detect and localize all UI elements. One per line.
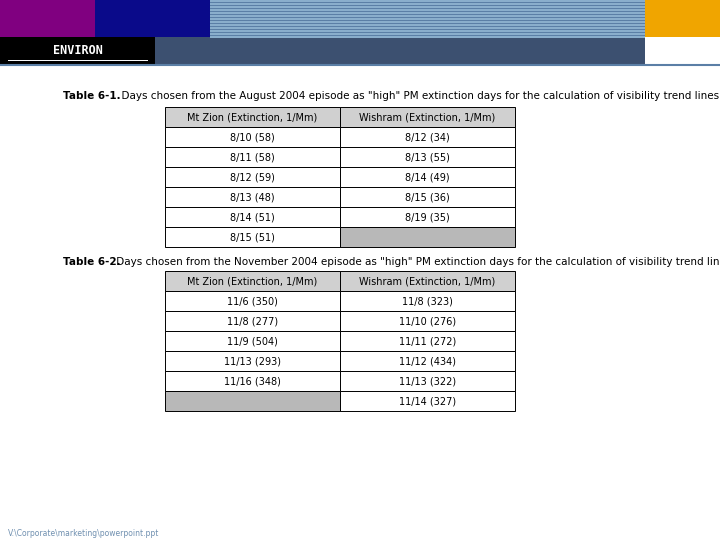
- Bar: [340, 207, 515, 227]
- Text: 8/11 (58): 8/11 (58): [230, 152, 275, 162]
- Text: Mt Zion (Extinction, 1/Mm): Mt Zion (Extinction, 1/Mm): [187, 112, 318, 122]
- Bar: [210, 9, 645, 11]
- Bar: [210, 24, 645, 26]
- Bar: [165, 331, 340, 351]
- Text: Days chosen from the November 2004 episode as "high" PM extinction days for the : Days chosen from the November 2004 episo…: [113, 257, 720, 267]
- Text: 11/13 (293): 11/13 (293): [224, 356, 281, 366]
- Bar: [210, 30, 645, 32]
- Bar: [340, 311, 515, 331]
- Bar: [165, 351, 340, 371]
- Bar: [165, 147, 340, 167]
- Text: Wishram (Extinction, 1/Mm): Wishram (Extinction, 1/Mm): [359, 112, 495, 122]
- Bar: [340, 167, 515, 187]
- Bar: [165, 371, 340, 391]
- Text: 11/9 (504): 11/9 (504): [227, 336, 278, 346]
- Bar: [340, 331, 515, 351]
- Bar: [340, 127, 515, 147]
- Text: 11/12 (434): 11/12 (434): [399, 356, 456, 366]
- Bar: [340, 147, 515, 167]
- Text: 11/8 (323): 11/8 (323): [402, 296, 453, 306]
- Bar: [165, 187, 340, 207]
- Text: 11/11 (272): 11/11 (272): [399, 336, 456, 346]
- Bar: [210, 3, 645, 5]
- Text: 8/15 (36): 8/15 (36): [405, 192, 450, 202]
- Bar: [0, 37, 155, 65]
- Text: 8/12 (59): 8/12 (59): [230, 172, 275, 182]
- Bar: [165, 291, 340, 311]
- Bar: [165, 107, 340, 127]
- Text: V:\Corporate\marketing\powerpoint.ppt: V:\Corporate\marketing\powerpoint.ppt: [8, 530, 159, 538]
- Text: Mt Zion (Extinction, 1/Mm): Mt Zion (Extinction, 1/Mm): [187, 276, 318, 286]
- Bar: [340, 187, 515, 207]
- Bar: [165, 227, 340, 247]
- Bar: [340, 271, 515, 291]
- Text: 11/10 (276): 11/10 (276): [399, 316, 456, 326]
- Bar: [165, 207, 340, 227]
- Bar: [210, 18, 645, 20]
- Text: 11/13 (322): 11/13 (322): [399, 376, 456, 386]
- Bar: [210, 27, 645, 29]
- Text: Days chosen from the August 2004 episode as "high" PM extinction days for the ca: Days chosen from the August 2004 episode…: [115, 91, 720, 101]
- Bar: [210, 15, 645, 17]
- Bar: [210, 36, 645, 38]
- Bar: [0, 37, 645, 65]
- Text: 8/14 (51): 8/14 (51): [230, 212, 275, 222]
- Text: 8/12 (34): 8/12 (34): [405, 132, 450, 142]
- Text: Wishram (Extinction, 1/Mm): Wishram (Extinction, 1/Mm): [359, 276, 495, 286]
- Bar: [340, 227, 515, 247]
- Bar: [210, 0, 645, 37]
- Text: Table 6-1.: Table 6-1.: [63, 91, 121, 101]
- Bar: [340, 351, 515, 371]
- Text: 8/15 (51): 8/15 (51): [230, 232, 275, 242]
- Bar: [340, 107, 515, 127]
- Bar: [340, 371, 515, 391]
- Bar: [210, 33, 645, 35]
- Bar: [210, 0, 645, 2]
- Bar: [165, 311, 340, 331]
- Text: 8/14 (49): 8/14 (49): [405, 172, 450, 182]
- Bar: [210, 21, 645, 23]
- Bar: [95, 0, 210, 37]
- Bar: [210, 6, 645, 8]
- Text: ENVIRON: ENVIRON: [53, 44, 102, 57]
- Bar: [340, 391, 515, 411]
- Text: 11/16 (348): 11/16 (348): [224, 376, 281, 386]
- Text: 11/6 (350): 11/6 (350): [227, 296, 278, 306]
- Bar: [165, 167, 340, 187]
- Bar: [0, 0, 95, 37]
- Text: Table 6-2.: Table 6-2.: [63, 257, 121, 267]
- Text: 11/8 (277): 11/8 (277): [227, 316, 278, 326]
- Text: 8/19 (35): 8/19 (35): [405, 212, 450, 222]
- Text: 8/13 (55): 8/13 (55): [405, 152, 450, 162]
- Bar: [165, 271, 340, 291]
- Bar: [210, 12, 645, 14]
- Bar: [340, 291, 515, 311]
- Bar: [165, 391, 340, 411]
- Text: 11/14 (327): 11/14 (327): [399, 396, 456, 406]
- Text: 8/10 (58): 8/10 (58): [230, 132, 275, 142]
- Bar: [165, 127, 340, 147]
- Bar: [645, 0, 720, 37]
- Text: 8/13 (48): 8/13 (48): [230, 192, 275, 202]
